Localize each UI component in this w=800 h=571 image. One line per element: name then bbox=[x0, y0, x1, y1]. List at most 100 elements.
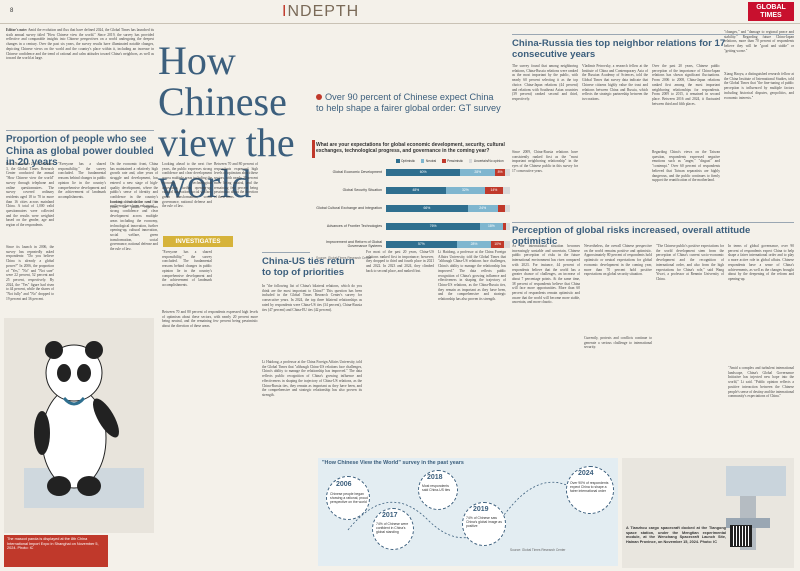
chart-bar: 76% 18% bbox=[386, 222, 510, 230]
chart-bar-segment: 28% bbox=[456, 240, 492, 248]
left-story-body6: Between 70 and 80 percent of respondents… bbox=[214, 162, 258, 199]
legend-label-neutral: Neutral bbox=[425, 159, 437, 163]
editors-note-label: Editor's note: bbox=[6, 28, 28, 32]
timeline-title: "How Chinese View the World" survey in t… bbox=[322, 460, 464, 466]
chart-row: Global Economic Development 60% 28% 8% bbox=[316, 166, 512, 178]
panda-ear-left-icon bbox=[45, 341, 63, 359]
legend-label-pessimistic: Pessimistic bbox=[447, 159, 464, 163]
panda-foot-right-icon bbox=[77, 476, 101, 496]
timeline-year: 2017 bbox=[382, 512, 398, 519]
section-rest: NDEPTH bbox=[287, 3, 360, 20]
timeline-node-2024 bbox=[566, 466, 614, 514]
left-story-body3-b: "Everyone has a shared responsibility," … bbox=[162, 250, 212, 287]
risk-story-title: Perception of global risks increased, ov… bbox=[512, 225, 751, 247]
chart-bar-segment bbox=[503, 240, 510, 248]
risk-story-body4: "The Chinese public's positive expectati… bbox=[656, 244, 724, 281]
panda-arm-left-icon bbox=[34, 411, 50, 455]
russia-story-body1: The survey found that among neighboring … bbox=[512, 64, 578, 101]
us-story-body2: For most of the past 20 years, China-US … bbox=[366, 250, 434, 273]
legend-item-optimistic: Optimistic bbox=[396, 159, 415, 163]
russia-story-body5: Xiang Haoyu, a distinguished research fe… bbox=[724, 72, 794, 100]
timeline-node-2019 bbox=[462, 502, 506, 546]
chart-bar-segment bbox=[505, 168, 510, 176]
risk-story-body2: Nevertheless, the overall Chinese perspe… bbox=[584, 244, 652, 277]
chart-bar-segment: 8% bbox=[495, 168, 506, 176]
timeline-node-2017 bbox=[372, 508, 414, 550]
chart-legend: Optimistic Neutral Pessimistic Uncertain… bbox=[396, 159, 509, 163]
legend-swatch-icon bbox=[396, 159, 400, 163]
left-story-body3: "Everyone has a shared responsibility," … bbox=[58, 162, 106, 199]
chart-bar: 60% 28% 8% bbox=[386, 168, 510, 176]
panda-scarf-icon bbox=[62, 396, 86, 406]
timeline-source: Source: Global Times Research Center bbox=[510, 548, 566, 552]
legend-swatch-icon bbox=[420, 159, 425, 163]
chart-category-label: Global Economic Development bbox=[332, 169, 382, 174]
timeline-text: 74% of Chinese saw China's global image … bbox=[466, 516, 502, 529]
chart-accent-bar bbox=[312, 140, 315, 158]
chart-category-label: Global Cultural Exchange and Integration bbox=[316, 205, 382, 210]
section-title: INDEPTH bbox=[282, 3, 359, 21]
timeline-text: Most respondents said China-US ties bbox=[422, 484, 451, 493]
space-station-photo bbox=[622, 458, 794, 568]
left-story-body1: From November 25 to December 3, the Glob… bbox=[6, 162, 54, 228]
chart-source: Source: Global Times Research Center bbox=[316, 256, 372, 260]
chart-bar-segment bbox=[505, 204, 510, 212]
timeline-year: 2006 bbox=[336, 481, 352, 488]
panda-foot-left-icon bbox=[47, 476, 71, 496]
panda-eye-left-icon bbox=[57, 364, 71, 382]
left-story-body5-b: Looking ahead to the next five years, th… bbox=[110, 200, 158, 252]
editors-note: Editor's note: Amid the evolution and fl… bbox=[6, 28, 154, 72]
legend-swatch-icon bbox=[442, 159, 446, 163]
chart-row: Global Security Situation 48% 32% 14% bbox=[316, 184, 512, 196]
page-number: 8 bbox=[10, 8, 14, 14]
legend-label-optimistic: Optimistic bbox=[401, 159, 415, 163]
legend-item-uncertain: Uncertain/No opinion bbox=[468, 159, 504, 163]
chart-row: Advances of Frontier Technologies 76% 18% bbox=[316, 220, 512, 232]
left-story-body4: On the economic front, China has maintai… bbox=[110, 162, 158, 209]
chart-bar-segment: 32% bbox=[445, 186, 486, 194]
risk-divider bbox=[512, 222, 794, 223]
risk-story-body3: Currently, protests and conflicts contin… bbox=[584, 336, 652, 350]
chart-bar-segment: 60% bbox=[386, 168, 461, 176]
russia-story-body4: Over the past 20 years, Chinese public p… bbox=[652, 64, 720, 106]
chart-category-label: Improvement and Reform of Global Governa… bbox=[325, 239, 382, 248]
russia-story-body3: Vladimir Petrovsky, a research fellow at… bbox=[582, 64, 648, 101]
editors-note-body: Amid the evolution and flux that have de… bbox=[6, 28, 154, 61]
us-story-body1: In "the following list of China's bilate… bbox=[262, 284, 362, 312]
chart-bar-segment bbox=[502, 222, 507, 230]
us-divider bbox=[262, 252, 310, 253]
deck-text: Over 90 percent of Chinese expect China … bbox=[316, 92, 501, 113]
solar-panel-icon bbox=[726, 466, 786, 496]
risk-story-body1: As the international situation becomes i… bbox=[512, 244, 580, 305]
investigates-badge: INVESTIGATES bbox=[163, 236, 233, 247]
timeline-node-2006 bbox=[326, 476, 370, 520]
chart-row: Improvement and Reform of Global Governa… bbox=[316, 238, 512, 250]
panda-eye-right-icon bbox=[77, 364, 91, 382]
chart-category-label: Global Security Situation bbox=[342, 187, 382, 192]
chart-bar-segment: 48% bbox=[386, 186, 446, 194]
space-photo-caption: A Tianzhou cargo spacecraft docked at th… bbox=[626, 526, 726, 544]
us-story-title: China-US ties return to top of prioritie… bbox=[262, 256, 355, 278]
chart-title: What are your expectations for global ec… bbox=[316, 142, 505, 154]
chart-bar-segment: 10% bbox=[491, 240, 504, 248]
legend-swatch-icon bbox=[468, 159, 473, 163]
chart-bar: 57% 28% 10% bbox=[386, 240, 510, 248]
panda-arm-right-icon bbox=[93, 398, 119, 438]
timeline-year: 2019 bbox=[473, 506, 489, 513]
chart-plot: Global Economic Development 60% 28% 8% Globa… bbox=[316, 166, 512, 260]
section-prefix: I bbox=[282, 3, 288, 20]
qr-code-icon bbox=[730, 525, 752, 547]
panda-mascot-illustration bbox=[4, 318, 154, 533]
chart-bar-segment bbox=[497, 204, 506, 212]
us-story-body3: Li Haidong, a professor at the China For… bbox=[262, 360, 362, 397]
timeline-node-2018 bbox=[418, 470, 458, 510]
chart-bar-segment: 18% bbox=[480, 222, 503, 230]
chart-bar-segment: 28% bbox=[460, 168, 496, 176]
panda-head-icon bbox=[45, 344, 103, 402]
russia-story-title: China-Russia ties top neighbor relations… bbox=[512, 38, 726, 60]
logo-line2: TIMES bbox=[760, 12, 782, 19]
russia-divider bbox=[512, 34, 794, 35]
deck-bullet-icon bbox=[316, 94, 322, 100]
chart-bar-segment bbox=[506, 222, 510, 230]
chart-category-label: Advances of Frontier Technologies bbox=[326, 223, 382, 228]
